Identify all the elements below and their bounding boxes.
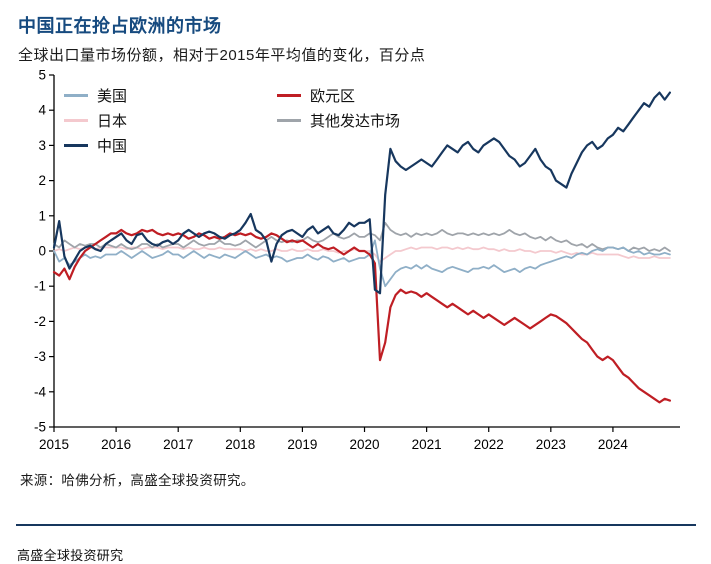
y-tick-label: -4 (34, 384, 46, 399)
y-tick-label: 3 (38, 138, 46, 153)
y-tick-label: 4 (38, 103, 46, 118)
x-tick-label: 2023 (536, 437, 566, 452)
y-tick-label: -5 (34, 420, 46, 435)
y-tick-label: 0 (38, 244, 46, 259)
x-tick-label: 2015 (39, 437, 69, 452)
chart-svg: -5 -4 -3 -2 -1 0 1 2 3 4 5 2015 2016 2017 2018 2019 2020… (34, 69, 680, 452)
y-tick-label: 1 (38, 208, 46, 223)
series-line-欧元区 (52, 228, 672, 404)
y-tick-label: -1 (34, 279, 46, 294)
x-tick-label: 2016 (101, 437, 131, 452)
y-tick-label: 2 (38, 173, 46, 188)
y-tick-label: -3 (34, 349, 46, 364)
series-line-中国 (52, 91, 672, 295)
series-line-其他发达市场 (53, 221, 671, 252)
x-tick-label: 2020 (349, 437, 379, 452)
y-tick-label: 5 (38, 69, 46, 83)
x-tick-label: 2019 (287, 437, 317, 452)
x-tick-label: 2022 (474, 437, 504, 452)
x-tick-label: 2021 (412, 437, 442, 452)
x-tick-label: 2018 (225, 437, 255, 452)
chart-card: 中国正在抢占欧洲的市场 全球出口量市场份额，相对于2015年平均值的变化，百分点… (18, 16, 696, 488)
footer-divider (16, 524, 696, 526)
x-tick-label: 2024 (598, 437, 629, 452)
series-line-美国 (53, 239, 671, 288)
x-tick-label: 2017 (163, 437, 193, 452)
footer-brand: 高盛全球投资研究 (17, 548, 124, 563)
y-tick-label: -2 (34, 314, 46, 329)
page-title: 中国正在抢占欧洲的市场 (18, 16, 222, 36)
source-note: 来源：哈佛分析，高盛全球投资研究。 (20, 473, 255, 488)
chart-area: -5 -4 -3 -2 -1 0 1 2 3 4 5 2015 2016 2017 2018 2019 2020… (18, 69, 696, 463)
chart-subtitle: 全球出口量市场份额，相对于2015年平均值的变化，百分点 (18, 47, 426, 64)
